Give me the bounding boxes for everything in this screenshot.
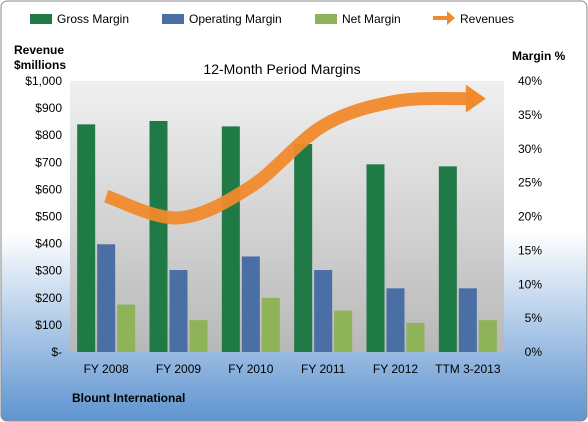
revenue-series [104,84,486,225]
right-tick-label: 25% [518,176,542,190]
x-tick-label: FY 2008 [84,362,129,376]
left-tick-label: $300 [35,264,62,278]
bar-operating-margin [97,244,116,352]
revenue-line [104,91,469,225]
x-tick-label: FY 2009 [156,362,201,376]
right-tick-label: 35% [518,108,542,122]
left-tick-label: $200 [35,291,62,305]
legend-revenue-arrow-icon [433,11,455,25]
left-tick-label: $- [51,345,62,359]
left-axis-label-line1: Revenue [14,43,64,57]
bar-operating-margin [314,270,333,352]
x-axis-ticks: FY 2008 FY 2009 FY 2010 FY 2011 FY 2012 TTM 3… [84,362,501,376]
left-tick-label: $500 [35,210,62,224]
legend: Gross Margin Operating Margin Net Margin Re… [30,11,514,26]
right-axis-ticks: 0% 5% 10% 15% 20% 25% 30% 35% 40% [518,74,542,359]
left-tick-label: $100 [35,318,62,332]
bar-net-margin [261,297,280,352]
bar-net-margin [406,322,425,352]
left-tick-label: $700 [35,155,62,169]
revenue-arrowhead [465,84,486,113]
legend-swatch [315,14,337,24]
right-tick-label: 0% [525,345,543,359]
bar-gross-margin [366,164,385,352]
bar-net-margin [334,310,353,352]
left-axis-label-line2: $millions [14,58,66,72]
right-axis-label: Margin % [512,49,566,63]
bar-gross-margin [77,124,96,352]
bar-gross-margin [438,166,457,352]
bars-group [77,120,497,352]
right-tick-label: 10% [518,277,542,291]
bar-gross-margin [221,126,240,352]
bar-net-margin [478,320,497,352]
x-tick-label: FY 2012 [373,362,418,376]
legend-swatch [30,14,52,24]
bar-operating-margin [169,270,188,352]
left-tick-label: $400 [35,237,62,251]
left-tick-label: $900 [35,101,62,115]
right-tick-label: 30% [518,142,542,156]
bar-net-margin [189,320,208,352]
bar-operating-margin [241,256,260,352]
x-tick-label: FY 2011 [301,362,346,376]
bar-operating-margin [386,288,405,352]
legend-label: Gross Margin [57,12,129,26]
bar-net-margin [117,304,136,352]
left-tick-label: $600 [35,182,62,196]
x-tick-label: FY 2010 [228,362,273,376]
left-tick-label: $1,000 [25,74,62,88]
footer-company: Blount International [72,391,185,405]
chart-title: 12-Month Period Margins [203,61,360,77]
bar-gross-margin [149,120,168,352]
right-tick-label: 20% [518,210,542,224]
legend-label: Operating Margin [189,12,282,26]
x-tick-label: TTM 3-2013 [435,362,501,376]
bar-operating-margin [458,288,477,352]
right-tick-label: 15% [518,243,542,257]
right-tick-label: 5% [525,311,543,325]
right-tick-label: 40% [518,74,542,88]
legend-swatch [162,14,184,24]
left-axis-ticks: $- $100 $200 $300 $400 $500 $600 $700 $800 $900 $1… [25,74,62,359]
legend-label: Net Margin [342,12,401,26]
left-tick-label: $800 [35,128,62,142]
legend-label: Revenues [460,12,514,26]
bar-gross-margin [294,144,313,352]
